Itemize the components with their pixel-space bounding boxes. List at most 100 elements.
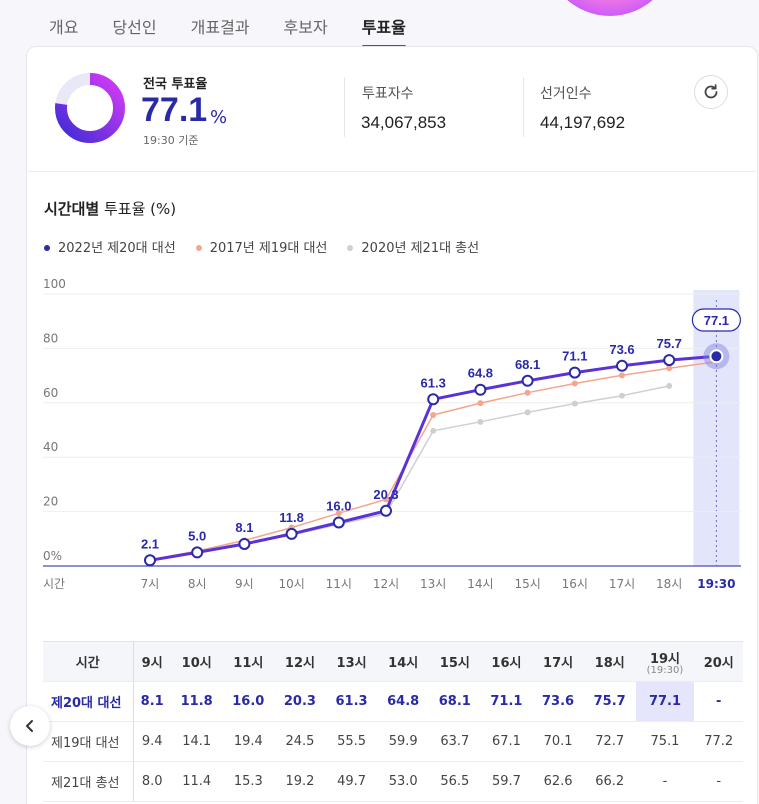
table-cell: 20.3 [274,681,326,722]
y-tick-label: 40 [43,440,58,454]
table-cell: 8.1 [133,681,171,722]
table-row-label: 제19대 대선 [43,721,134,762]
turnout-line-chart: 0% 20 40 60 80 100 시간 7시 8시 9시 10시 11시 12시 13시 14시 15시 1… [43,277,742,591]
table-cell: 77.2 [694,721,743,762]
x-axis-title: 시간 [43,577,65,591]
table-cell: 77.1 [635,681,695,722]
turnout-donut [55,73,125,143]
table-cell: 73.6 [532,681,584,722]
data-label: 75.7 [657,336,682,351]
tab-turnout[interactable]: 투표율 [345,0,423,48]
table-row: 제21대 총선 8.0 11.4 15.3 19.2 49.7 53.0 56.5 59.7 62… [43,761,743,802]
series-2020-point [619,392,625,399]
series-2017-point [477,400,484,407]
series-2022-point [427,393,440,406]
table-header-cell: 9시 [133,641,171,682]
series-2017-point [571,380,578,387]
x-tick-label: 9시 [235,577,254,591]
legend-dot-2020 [347,244,354,251]
chevron-left-icon [26,720,33,732]
table-header-cell: 16시 [480,641,533,682]
tab-winner[interactable]: 당선인 [112,18,157,37]
series-2022-point [332,516,345,529]
voters-label: 투표자수 [362,86,414,102]
y-tick-label: 0% [43,549,62,563]
table-header-cell: 20시 [694,641,743,682]
table-header-row: 시간 9시 10시 11시 12시 13시 14시 15시 16시 17시 18시 19시 (19:3… [43,641,743,682]
series-2022-point [238,537,251,550]
table-cell: 15.3 [222,761,275,802]
table-cell: 53.0 [377,761,429,802]
x-tick-label: 14시 [467,577,493,591]
table-row-label: 제21대 총선 [43,761,134,802]
table-cell: 75.1 [635,721,695,762]
series-2020-line [149,385,670,562]
turnout-table: 시간 9시 10시 11시 12시 13시 14시 15시 16시 17시 18시 19시 (19:3… [43,641,743,802]
table-cell: 68.1 [429,681,481,722]
series-2022-point [616,359,628,372]
table-header-cell: 13시 [325,641,378,682]
table-header-cell: 12시 [274,641,326,682]
x-tick-label: 17시 [609,577,635,591]
y-tick-label: 80 [43,331,58,345]
table-header-cell: 15시 [429,641,481,682]
table-cell: 14.1 [170,721,223,762]
x-tick-label: 8시 [188,577,207,591]
table-header-cell: 18시 [583,641,636,682]
decorative-banner [545,0,675,16]
table-cell: 56.5 [429,761,481,802]
data-label: 68.1 [515,357,540,372]
series-2020-point [477,418,484,425]
table-cell: 72.7 [583,721,636,762]
table-cell: 75.7 [583,681,636,722]
table-row: 제19대 대선 9.4 14.1 19.4 24.5 55.5 59.9 63.7 67.1 70… [43,721,743,762]
previous-button[interactable] [10,706,50,746]
series-2017-point [619,372,625,379]
y-tick-label: 20 [43,495,58,509]
data-label: 16.0 [326,498,351,513]
table-cell: 66.2 [583,761,636,802]
electorate-label: 선거인수 [540,86,592,102]
voters-value: 34,067,853 [361,113,447,132]
national-turnout-label: 전국 투표율 [143,77,208,92]
y-tick-label: 100 [43,277,66,291]
table-header-cell: 17시 [532,641,584,682]
divider [523,77,524,137]
series-2022-point [285,527,298,540]
tab-overview[interactable]: 개요 [49,18,79,37]
series-2020-point [666,382,673,389]
table-cell: 61.3 [325,681,378,722]
current-point [709,349,724,364]
table-cell: 9.4 [133,721,171,762]
table-cell: 19.2 [274,761,326,802]
tab-count-results[interactable]: 개표결과 [190,18,250,37]
tab-bar: 개요 당선인 개표결과 후보자 투표율 [32,0,423,48]
divider [344,77,345,137]
x-tick-label: 19:30 [697,577,735,591]
series-2022-point [474,383,487,396]
refresh-button[interactable] [694,75,728,109]
series-2017-point [335,510,342,517]
legend-item-2022: 2022년 제20대 대선 [44,237,176,256]
table-cell: 63.7 [429,721,481,762]
turnout-card: 전국 투표율 77.1 % 19:30 기준 투표자수 34,067,853 선… [26,46,758,804]
x-tick-label: 15시 [514,577,540,591]
table-cell: 24.5 [274,721,326,762]
tab-candidates[interactable]: 후보자 [283,18,328,37]
table-header-cell: 10시 [170,641,223,682]
table-cell: 8.0 [133,761,171,802]
series-2022-point [568,366,581,379]
table-cell: 16.0 [222,681,275,722]
table-cell: 55.5 [325,721,378,762]
series-2022-point [663,354,676,367]
national-turnout-unit: % [210,107,228,128]
turnout-time: 19:30 기준 [143,134,199,147]
table-cell: 67.1 [480,721,533,762]
x-tick-label: 16시 [562,577,588,591]
series-2022-point [191,546,204,559]
x-tick-label: 12시 [373,577,399,591]
legend-dot-2017 [195,244,202,251]
table-cell: - [635,761,695,802]
series-2020-point [430,427,437,434]
table-header-subtext: (19:30) [646,664,684,676]
